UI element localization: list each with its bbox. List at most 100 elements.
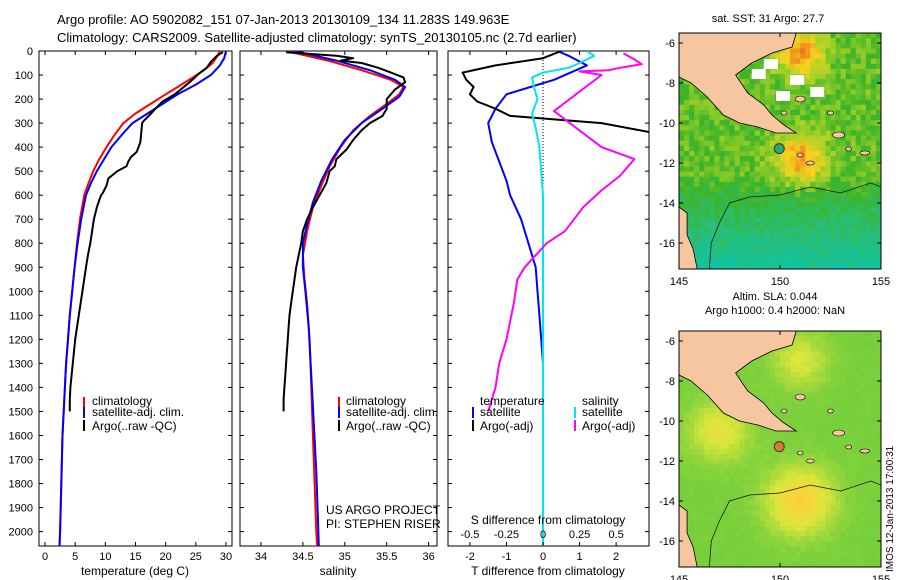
map-cell xyxy=(704,192,710,198)
map-cell xyxy=(719,248,725,255)
map-cell xyxy=(820,74,826,80)
map-y-tick-label: -16 xyxy=(659,238,675,250)
map-cell xyxy=(820,495,826,501)
map-cell xyxy=(704,428,710,435)
map-cell xyxy=(790,145,796,152)
map-cell xyxy=(875,536,881,542)
map-cell xyxy=(774,263,781,269)
map-cell xyxy=(835,536,841,542)
map-cell xyxy=(759,130,766,137)
map-cell xyxy=(855,561,862,567)
map-cell xyxy=(835,361,841,368)
map-cell xyxy=(679,433,685,440)
map-cell xyxy=(689,120,695,126)
map-cell xyxy=(714,423,720,429)
map-cell xyxy=(739,551,746,558)
map-cell xyxy=(754,207,761,213)
map-cell xyxy=(840,99,847,106)
map-cell xyxy=(754,156,761,162)
map-cell xyxy=(785,68,791,75)
map-cell xyxy=(769,222,776,229)
map-cell xyxy=(835,140,841,147)
map-cell xyxy=(870,58,877,65)
map-cell xyxy=(810,515,816,522)
map-cell xyxy=(795,351,801,358)
map-cell xyxy=(739,474,746,481)
map-cell xyxy=(840,402,847,409)
map-cell xyxy=(805,443,811,450)
map-cell xyxy=(769,192,776,198)
map-cell xyxy=(860,192,867,198)
map-cell xyxy=(790,115,796,121)
map-cell xyxy=(734,192,740,198)
map-cell xyxy=(795,556,801,563)
map-cell xyxy=(855,130,862,137)
map-cell xyxy=(790,387,796,393)
map-cell xyxy=(719,428,725,435)
map-cell xyxy=(744,68,751,75)
map-cell xyxy=(785,449,791,455)
map-cell xyxy=(719,263,725,269)
map-cell xyxy=(785,541,791,547)
map-cell xyxy=(800,89,806,95)
map-cell xyxy=(805,176,811,183)
map-cell xyxy=(795,423,801,429)
map-cell xyxy=(850,145,857,152)
map-cell xyxy=(684,151,690,157)
map-cell xyxy=(729,197,735,203)
map-cell xyxy=(855,449,862,455)
map-cell xyxy=(810,125,816,131)
map-cell xyxy=(875,48,881,54)
map-cell xyxy=(699,402,705,409)
map-cell xyxy=(790,53,796,60)
map-cell xyxy=(719,541,725,547)
map-cell xyxy=(860,84,867,90)
map-cell xyxy=(855,135,862,142)
map-cell xyxy=(830,186,836,193)
map-cell xyxy=(714,243,720,249)
map-cell xyxy=(689,418,695,424)
map-cell xyxy=(850,387,857,393)
map-cell xyxy=(855,346,862,352)
map-cell xyxy=(805,74,811,80)
map-cell xyxy=(759,253,766,260)
map-cell xyxy=(870,418,877,424)
map-cell xyxy=(699,171,705,178)
map-cell xyxy=(699,490,705,496)
map-cell xyxy=(850,253,857,260)
map-cell xyxy=(764,531,771,537)
map-cell xyxy=(689,186,695,193)
map-cell xyxy=(714,181,720,188)
map-cell xyxy=(739,423,746,429)
map-cell xyxy=(800,48,806,54)
map-cell xyxy=(855,156,862,162)
map-cell xyxy=(744,145,751,152)
map-cell xyxy=(679,94,685,101)
map-cell xyxy=(699,561,705,567)
map-cell xyxy=(689,104,695,111)
map-cell xyxy=(734,510,740,517)
map-cell xyxy=(860,99,867,106)
map-cell xyxy=(820,68,826,75)
map-cell xyxy=(810,361,816,368)
map-cell xyxy=(820,346,826,352)
map-cell xyxy=(769,536,776,542)
map-cell xyxy=(815,361,821,368)
map-cell xyxy=(865,135,872,142)
map-cell xyxy=(845,397,852,404)
map-cell xyxy=(865,484,872,491)
map-cell xyxy=(774,227,781,234)
map-cell xyxy=(754,454,761,460)
map-cell xyxy=(774,207,781,213)
map-cell xyxy=(820,407,826,414)
map-cell xyxy=(795,258,801,265)
map-cell xyxy=(754,94,761,101)
map-cell xyxy=(694,515,700,522)
map-cell xyxy=(694,120,700,126)
map-cell xyxy=(850,161,857,167)
map-cell xyxy=(714,233,720,239)
map-cell xyxy=(800,536,806,542)
map-cell xyxy=(860,525,867,532)
map-cell xyxy=(845,156,852,162)
map-cell xyxy=(840,79,847,85)
